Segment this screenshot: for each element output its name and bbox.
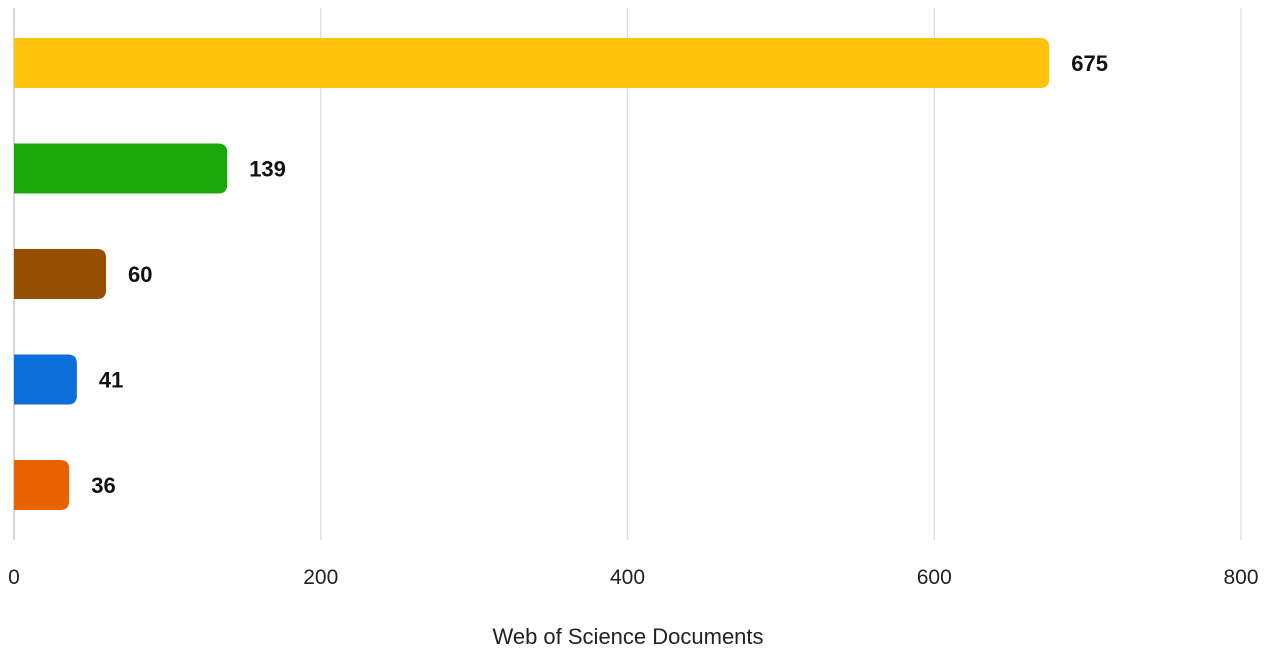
value-label-2: 139 <box>249 157 286 182</box>
bar-3 <box>14 249 107 299</box>
bars <box>14 38 1050 510</box>
x-axis-ticks: 0 200 400 600 800 <box>8 566 1258 589</box>
x-tick-label-400: 400 <box>610 566 645 589</box>
x-tick-label-600: 600 <box>917 566 952 589</box>
bar-5 <box>14 460 70 510</box>
x-tick-label-0: 0 <box>8 566 20 589</box>
bar-1 <box>14 38 1050 88</box>
value-labels: 675 139 60 41 36 <box>91 51 1108 498</box>
gridlines <box>13 8 1242 540</box>
value-label-1: 675 <box>1071 51 1108 76</box>
value-label-4: 41 <box>99 368 123 393</box>
x-tick-label-800: 800 <box>1223 566 1258 589</box>
x-tick-label-200: 200 <box>303 566 338 589</box>
value-label-5: 36 <box>91 473 115 498</box>
bar-4 <box>14 354 77 405</box>
x-axis-title: Web of Science Documents <box>492 624 763 649</box>
bar-2 <box>14 143 228 194</box>
value-label-3: 60 <box>128 262 152 287</box>
